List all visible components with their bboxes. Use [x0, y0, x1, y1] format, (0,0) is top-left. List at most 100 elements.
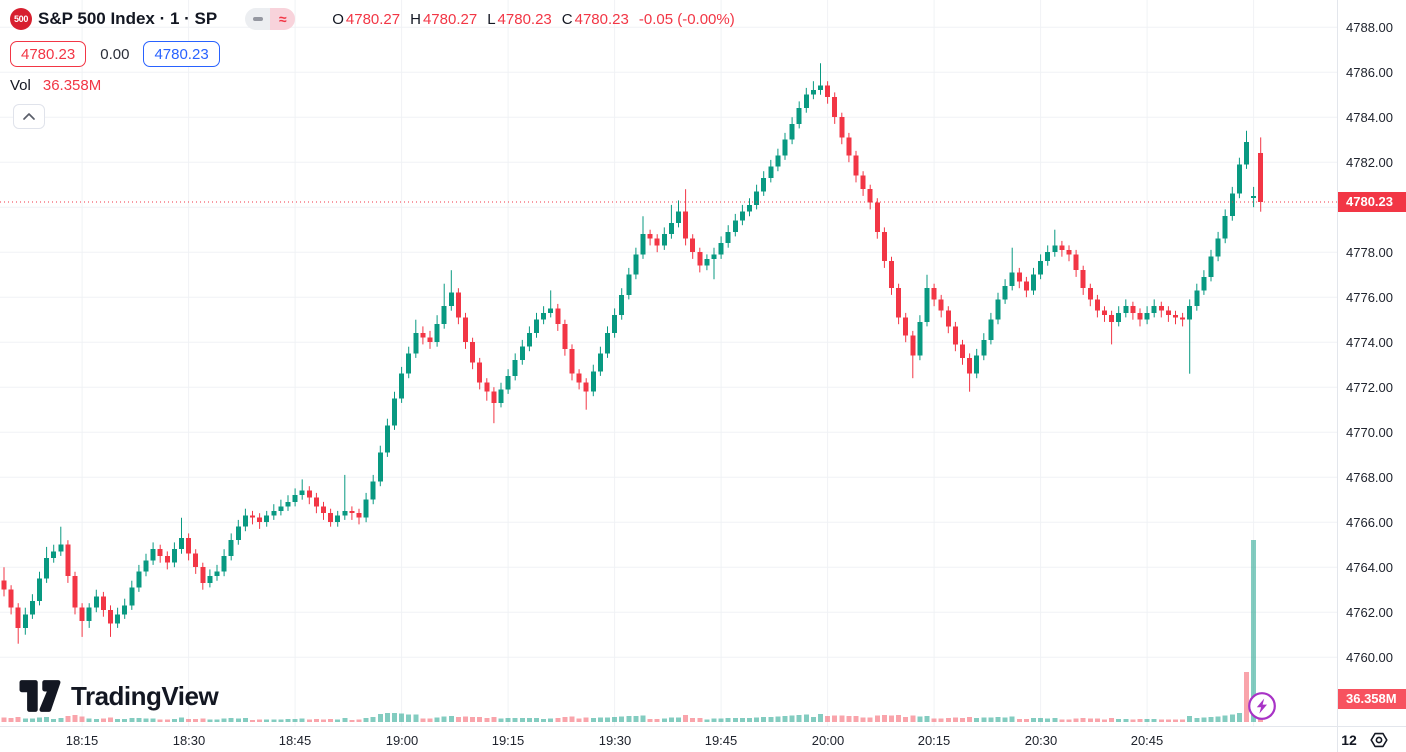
buy-price-button[interactable]: 4780.23 [143, 41, 220, 67]
volume-bar [1023, 719, 1029, 722]
volume-bar [910, 715, 916, 722]
candle-body [136, 571, 142, 588]
candle-body [455, 292, 461, 318]
volume-bar [384, 713, 390, 722]
candle-body [498, 389, 504, 403]
volume-bar [974, 718, 980, 722]
candle-body [512, 360, 518, 376]
volume-bar [335, 719, 341, 722]
candle-body [363, 499, 369, 518]
candle-body [335, 515, 341, 523]
time-axis-label: 20:45 [1130, 733, 1164, 748]
candle-body [832, 96, 838, 118]
candle-body [420, 333, 426, 338]
candle-body [406, 353, 412, 374]
candle-body [903, 317, 909, 336]
volume-bar [526, 718, 532, 722]
ohlc-values: O 4780.27 H 4780.27 L 4780.23 C 4780.23 … [332, 11, 735, 28]
volume-bar [406, 714, 412, 722]
volume-bar [292, 719, 298, 722]
volume-bar [115, 719, 121, 722]
candle-body [1251, 195, 1257, 199]
candle-body [1059, 245, 1065, 250]
candle-body [654, 238, 660, 246]
volume-bar [498, 718, 504, 722]
volume-bar [470, 717, 476, 722]
volume-bar [789, 715, 795, 722]
volume-value: 36.358M [42, 76, 102, 94]
volume-bar [207, 719, 213, 722]
symbol-title[interactable]: S&P 500 Index · 1 · SP [38, 9, 218, 28]
volume-bar [321, 719, 326, 722]
volume-bar [228, 718, 234, 722]
price-axis[interactable]: 4780.23 36.358M 4788.00 4786.00 4784.00 478… [1337, 0, 1406, 726]
volume-bar [754, 717, 760, 722]
candle-body [548, 308, 554, 313]
volume-bar [434, 717, 440, 722]
candle-body [761, 177, 767, 192]
volume-bar [136, 718, 142, 722]
candle-body [505, 375, 511, 390]
candlestick-chart[interactable] [0, 0, 1337, 726]
candle-body [108, 609, 113, 624]
candle-body [1208, 256, 1214, 277]
volume-bar [889, 715, 894, 722]
candle-body [313, 497, 319, 507]
volume-bar [590, 718, 596, 722]
volume-bar [143, 718, 149, 722]
volume-bar [1080, 718, 1086, 722]
volume-bar [1059, 719, 1065, 722]
candle-body [960, 344, 965, 358]
candle-body [427, 337, 433, 343]
candle-body [718, 243, 724, 255]
candle-body [484, 382, 490, 392]
candle-body [271, 510, 277, 516]
candle-body [306, 490, 312, 498]
candle-body [924, 288, 930, 322]
time-axis[interactable]: 18:15 18:30 18:45 19:00 19:15 19:30 19:45 20:00… [0, 726, 1337, 752]
approx-values-icon: ≈ [270, 8, 296, 30]
candle-body [115, 614, 121, 624]
volume-bar [676, 717, 681, 722]
candle-body [711, 254, 717, 259]
candle-body [1222, 216, 1228, 239]
candle-body [597, 353, 603, 372]
candle-body [1137, 312, 1143, 320]
volume-bar [775, 716, 781, 722]
instant-trading-button[interactable] [1247, 691, 1277, 721]
price-axis-label: 4774.00 [1346, 335, 1393, 350]
volume-bar [463, 716, 468, 722]
volume-bar [519, 718, 525, 722]
time-axis-label: 20:00 [811, 733, 845, 748]
candle-body [874, 202, 880, 232]
candle-body [150, 549, 156, 561]
volume-bar [257, 719, 263, 722]
candle-body [541, 312, 547, 320]
collapse-legend-button[interactable] [13, 104, 45, 129]
volume-bar [157, 719, 163, 722]
volume-bar [1038, 718, 1044, 722]
candle-body [626, 274, 632, 295]
tradingview-watermark[interactable]: TradingView [18, 679, 219, 713]
volume-bar [505, 718, 511, 722]
candle-body [690, 238, 696, 253]
volume-bar [541, 719, 547, 722]
axis-settings-icon[interactable] [1369, 730, 1389, 750]
volume-bar [704, 719, 710, 722]
candle-body [1073, 254, 1079, 271]
candle-body [583, 382, 589, 392]
candle-body [328, 513, 334, 523]
volume-bar [1215, 716, 1221, 722]
candle-body [754, 191, 760, 205]
volume-bar [548, 718, 554, 722]
chart-legend: 500 S&P 500 Index · 1 · SP ≈ O 4780.27 H… [10, 6, 735, 129]
sell-price-button[interactable]: 4780.23 [10, 41, 87, 67]
volume-bar [633, 716, 639, 722]
candle-body [228, 540, 234, 556]
candle-body [1009, 272, 1015, 286]
candle-body [967, 357, 973, 374]
volume-bar [718, 718, 724, 722]
candle-body [93, 596, 99, 608]
candle-body [1215, 238, 1221, 257]
